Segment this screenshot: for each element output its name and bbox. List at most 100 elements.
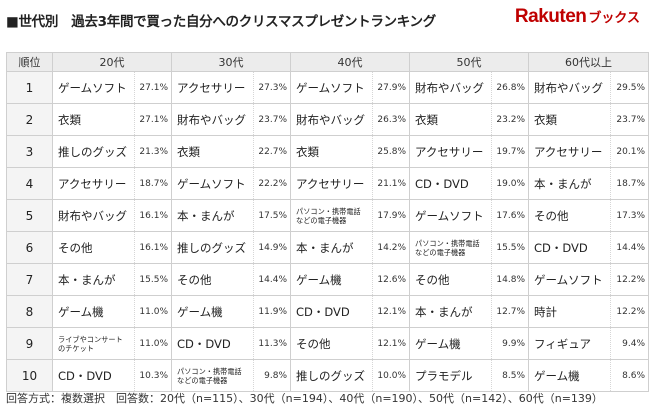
- rank-number: 6: [6, 231, 53, 264]
- percent-cell: 14.9%: [253, 231, 291, 264]
- item-cell: 本・まんが: [409, 295, 492, 328]
- item-cell: その他: [290, 327, 373, 360]
- percent-cell: 9.9%: [491, 327, 529, 360]
- header-30s: 30代: [171, 52, 291, 72]
- percent-cell: 17.3%: [610, 199, 649, 232]
- rakuten-books-logo: Rakuten ブックス: [515, 6, 640, 28]
- item-cell: アクセサリー: [409, 135, 492, 168]
- percent-cell: 23.7%: [610, 103, 649, 136]
- percent-cell: 10.3%: [134, 359, 172, 392]
- item-cell: ライブやコンサート のチケット: [52, 327, 135, 360]
- percent-cell: 21.3%: [134, 135, 172, 168]
- percent-cell: 21.1%: [372, 167, 410, 200]
- item-cell: ゲーム機: [409, 327, 492, 360]
- percent-cell: 12.2%: [610, 295, 649, 328]
- item-cell: CD・DVD: [528, 231, 611, 264]
- item-cell: その他: [528, 199, 611, 232]
- table-row: 5 財布やバッグ 16.1% 本・まんが 17.5% パソコン・携帯電話 などの電子機器 17…: [6, 199, 649, 232]
- percent-cell: 11.9%: [253, 295, 291, 328]
- percent-cell: 20.1%: [610, 135, 649, 168]
- item-cell: フィギュア: [528, 327, 611, 360]
- item-cell: 推しのグッズ: [52, 135, 135, 168]
- percent-cell: 12.6%: [372, 263, 410, 296]
- item-cell: 衣類: [290, 135, 373, 168]
- item-cell: 時計: [528, 295, 611, 328]
- percent-cell: 9.8%: [253, 359, 291, 392]
- table-row: 1 ゲームソフト 27.1% アクセサリー 27.3% ゲームソフト 27.9% 財布やバッグ…: [6, 71, 649, 104]
- table-row: 8 ゲーム機 11.0% ゲーム機 11.9% CD・DVD 12.1% 本・まんが 12.7%…: [6, 295, 649, 328]
- item-cell: パソコン・携帯電話 などの電子機器: [171, 359, 254, 392]
- percent-cell: 25.8%: [372, 135, 410, 168]
- percent-cell: 27.3%: [253, 71, 291, 104]
- table-row: 10 CD・DVD 10.3% パソコン・携帯電話 などの電子機器 9.8% 推しのグッズ 1…: [6, 359, 649, 392]
- item-cell: ゲームソフト: [52, 71, 135, 104]
- item-cell: 本・まんが: [52, 263, 135, 296]
- item-cell: 衣類: [171, 135, 254, 168]
- rank-number: 2: [6, 103, 53, 136]
- percent-cell: 14.4%: [253, 263, 291, 296]
- percent-cell: 18.7%: [610, 167, 649, 200]
- item-cell: その他: [171, 263, 254, 296]
- item-cell: 推しのグッズ: [171, 231, 254, 264]
- item-cell: ゲームソフト: [409, 199, 492, 232]
- percent-cell: 8.5%: [491, 359, 529, 392]
- item-cell: 財布やバッグ: [290, 103, 373, 136]
- percent-cell: 27.1%: [134, 71, 172, 104]
- rank-number: 9: [6, 327, 53, 360]
- item-cell: 衣類: [528, 103, 611, 136]
- item-cell: パソコン・携帯電話 などの電子機器: [290, 199, 373, 232]
- rank-number: 1: [6, 71, 53, 104]
- item-cell: 財布やバッグ: [171, 103, 254, 136]
- percent-cell: 12.7%: [491, 295, 529, 328]
- rank-number: 4: [6, 167, 53, 200]
- percent-cell: 27.1%: [134, 103, 172, 136]
- table-row: 2 衣類 27.1% 財布やバッグ 23.7% 財布やバッグ 26.3% 衣類 23.2% 衣類 2…: [6, 103, 649, 136]
- percent-cell: 15.5%: [134, 263, 172, 296]
- brand-suffix: ブックス: [588, 11, 640, 26]
- brand-logo-text: Rakuten: [514, 6, 587, 27]
- header-50s: 50代: [409, 52, 529, 72]
- percent-cell: 17.6%: [491, 199, 529, 232]
- percent-cell: 17.9%: [372, 199, 410, 232]
- item-cell: 推しのグッズ: [290, 359, 373, 392]
- item-cell: 衣類: [52, 103, 135, 136]
- item-cell: アクセサリー: [528, 135, 611, 168]
- percent-cell: 11.0%: [134, 295, 172, 328]
- item-cell: ゲームソフト: [290, 71, 373, 104]
- item-cell: CD・DVD: [290, 295, 373, 328]
- percent-cell: 29.5%: [610, 71, 649, 104]
- item-cell: アクセサリー: [290, 167, 373, 200]
- percent-cell: 12.1%: [372, 327, 410, 360]
- item-cell: プラモデル: [409, 359, 492, 392]
- header-20s: 20代: [52, 52, 172, 72]
- table-row: 9 ライブやコンサート のチケット 11.0% CD・DVD 11.3% その他 12.1% ゲ…: [6, 327, 649, 360]
- item-cell: 財布やバッグ: [52, 199, 135, 232]
- percent-cell: 11.0%: [134, 327, 172, 360]
- percent-cell: 26.8%: [491, 71, 529, 104]
- percent-cell: 12.1%: [372, 295, 410, 328]
- header-40s: 40代: [290, 52, 410, 72]
- item-cell: その他: [409, 263, 492, 296]
- percent-cell: 19.0%: [491, 167, 529, 200]
- percent-cell: 14.2%: [372, 231, 410, 264]
- percent-cell: 8.6%: [610, 359, 649, 392]
- item-cell: CD・DVD: [52, 359, 135, 392]
- ranking-table: 順位 20代 30代 40代 50代 60代以上 1 ゲームソフト 27.1% アクセ…: [6, 52, 649, 392]
- table-row: 7 本・まんが 15.5% その他 14.4% ゲーム機 12.6% その他 14.8% ゲームソ…: [6, 263, 649, 296]
- item-cell: CD・DVD: [409, 167, 492, 200]
- header-rank: 順位: [6, 52, 53, 72]
- percent-cell: 14.4%: [610, 231, 649, 264]
- percent-cell: 9.4%: [610, 327, 649, 360]
- percent-cell: 15.5%: [491, 231, 529, 264]
- percent-cell: 27.9%: [372, 71, 410, 104]
- item-cell: CD・DVD: [171, 327, 254, 360]
- percent-cell: 22.2%: [253, 167, 291, 200]
- table-row: 6 その他 16.1% 推しのグッズ 14.9% 本・まんが 14.2% パソコン・携帯電話な…: [6, 231, 649, 264]
- percent-cell: 22.7%: [253, 135, 291, 168]
- percent-cell: 10.0%: [372, 359, 410, 392]
- table-row: 3 推しのグッズ 21.3% 衣類 22.7% 衣類 25.8% アクセサリー 19.7% アクセ…: [6, 135, 649, 168]
- table-body: 1 ゲームソフト 27.1% アクセサリー 27.3% ゲームソフト 27.9% 財布やバッグ…: [6, 71, 649, 392]
- table-header-row: 順位 20代 30代 40代 50代 60代以上: [6, 52, 649, 72]
- item-cell: ゲームソフト: [171, 167, 254, 200]
- rank-number: 5: [6, 199, 53, 232]
